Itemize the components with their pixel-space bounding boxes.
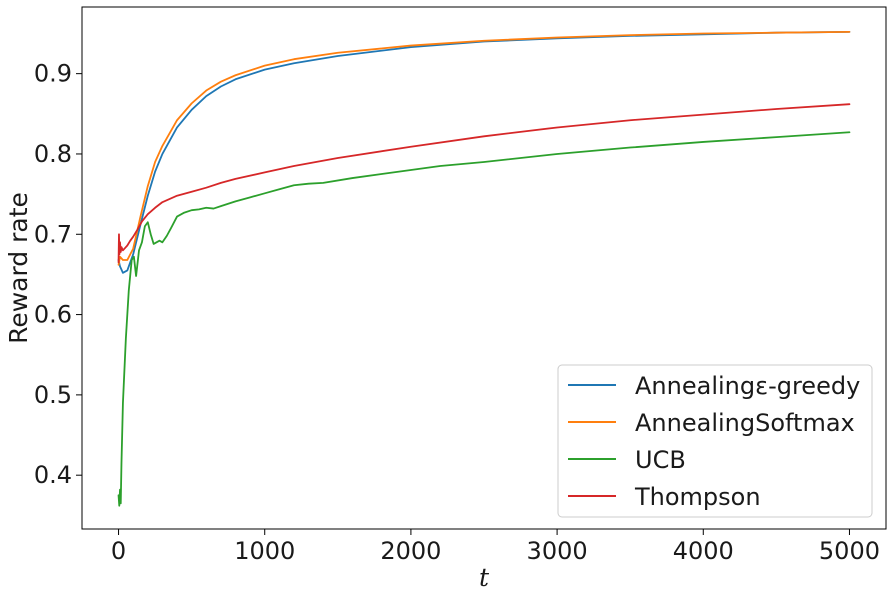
series-line-1	[117, 30, 851, 266]
y-axis: 0.4 0.5 0.6 0.7 0.8 0.9	[34, 60, 82, 489]
series-line-3	[117, 103, 851, 264]
series-layer	[117, 30, 851, 507]
x-tick-label: 1000	[234, 537, 295, 565]
x-tick-label: 2000	[380, 537, 441, 565]
y-tick-label: 0.8	[34, 140, 72, 168]
y-tick-label: 0.7	[34, 220, 72, 248]
y-tick-label: 0.6	[34, 301, 72, 329]
y-axis-title: Reward rate	[4, 192, 33, 344]
x-tick-label: 5000	[819, 537, 880, 565]
series-line-0	[117, 30, 851, 274]
plot-area	[81, 6, 887, 530]
legend-label-3: Thompson	[634, 483, 761, 511]
x-axis-title: t	[479, 563, 490, 592]
series-line-2	[117, 131, 851, 507]
x-tick-label: 3000	[527, 537, 588, 565]
plot-frame	[81, 6, 887, 530]
y-tick-label: 0.5	[34, 381, 72, 409]
x-tick-label: 4000	[673, 537, 734, 565]
legend-label-2: UCB	[635, 446, 686, 474]
legend-label-1: AnnealingSoftmax	[635, 409, 855, 437]
x-axis: 0 1000 2000 3000 4000 5000	[111, 529, 880, 565]
y-tick-label: 0.4	[34, 461, 72, 489]
legend: Annealingε-greedy AnnealingSoftmax UCB Thom…	[557, 364, 873, 518]
y-tick-label: 0.9	[34, 60, 72, 88]
x-tick-label: 0	[111, 537, 126, 565]
legend-label-0: Annealingε-greedy	[635, 372, 860, 400]
legend-box	[557, 364, 873, 518]
